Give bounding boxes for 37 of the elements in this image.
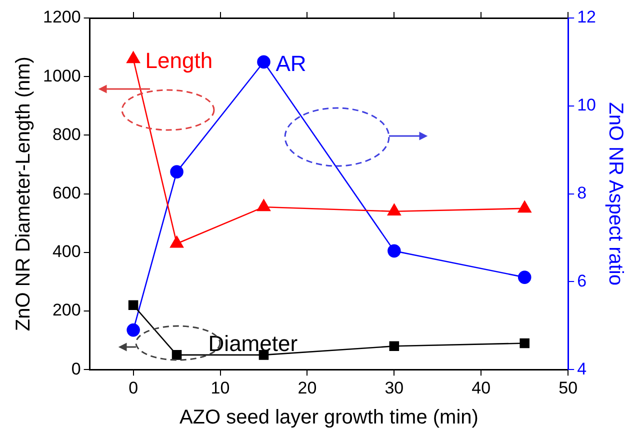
point (257, 55, 270, 69)
point (389, 341, 400, 352)
point (170, 165, 184, 178)
point (387, 204, 401, 216)
y-tick-label: 600 (52, 183, 81, 202)
y-tick-label: 200 (52, 300, 81, 320)
point (172, 350, 182, 360)
y2-axis-title: ZnO NR Aspect ratio (604, 102, 626, 286)
point (257, 199, 270, 212)
x-tick-label: 50 (558, 378, 578, 398)
y2-tick-label: 4 (577, 359, 587, 378)
y-tick-label: 1200 (42, 8, 81, 27)
x-tick-label: 30 (384, 378, 404, 398)
point (518, 200, 532, 213)
x-axis-title: AZO seed layer growth time (min) (179, 406, 478, 429)
y-tick-label: 1000 (42, 66, 81, 86)
y-tick-label: 400 (52, 242, 81, 262)
x-tick-label: 40 (472, 378, 491, 398)
series-label: Diameter (208, 331, 298, 356)
y2-tick-label: 6 (577, 271, 587, 290)
point (520, 338, 530, 348)
series-label: AR (276, 51, 306, 76)
y2-tick-label: 8 (577, 183, 587, 202)
point (128, 300, 138, 310)
point (518, 270, 532, 284)
y-tick-label: 800 (52, 124, 81, 144)
y2-tick-label: 12 (577, 8, 596, 27)
x-tick-label: 0 (128, 378, 138, 398)
x-tick-label: 10 (210, 378, 230, 398)
y-tick-label: 0 (71, 359, 81, 378)
x-tick-label: 20 (298, 378, 317, 398)
y-axis-title: ZnO NR Diameter-Length (nm) (12, 56, 35, 332)
series-label: Length (145, 48, 213, 74)
point (126, 323, 140, 337)
y2-tick-label: 10 (577, 96, 596, 115)
point (388, 244, 401, 258)
point (170, 236, 184, 248)
